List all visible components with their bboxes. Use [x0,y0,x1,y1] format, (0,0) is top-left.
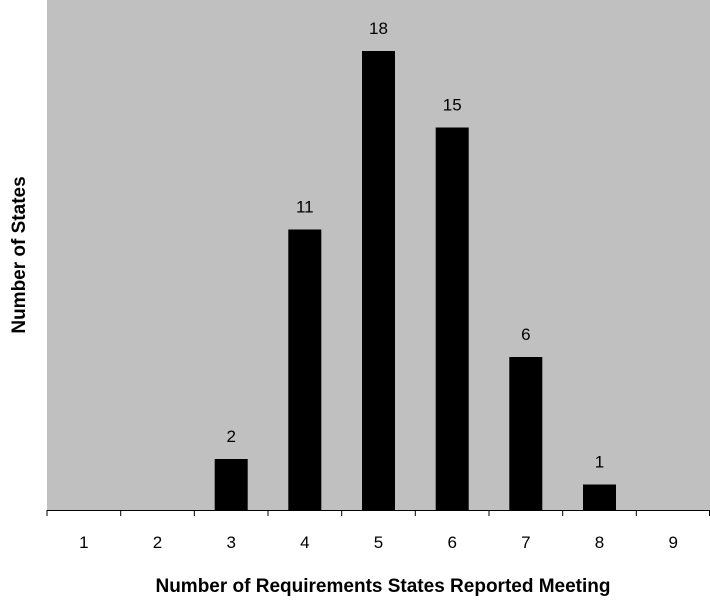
x-tick-label-1: 1 [79,533,88,552]
x-tick-labels-group: 1 2 3 4 5 6 7 8 9 [79,533,678,552]
bar-7 [509,357,543,510]
bar-3 [214,459,248,510]
bar-8 [583,484,616,510]
data-label-7: 6 [521,325,530,344]
data-label-5: 18 [369,19,388,38]
data-label-3: 2 [226,427,235,446]
bar-6 [435,127,469,510]
bar-4 [288,229,322,510]
bar-5 [362,51,395,510]
x-tick-label-9: 9 [668,533,677,552]
data-label-4: 11 [296,198,314,217]
x-tick-label-6: 6 [447,533,456,552]
x-tick-label-3: 3 [226,533,235,552]
y-axis-title: Number of States [9,176,30,333]
data-label-8: 1 [595,453,604,472]
x-tick-label-7: 7 [521,533,530,552]
data-labels-group: 2 11 18 15 6 1 [226,19,604,472]
x-tick-label-4: 4 [300,533,309,552]
x-axis-title: Number of Requirements States Reported M… [155,576,610,597]
bars-group [214,51,616,510]
x-tick-label-2: 2 [153,533,162,552]
data-label-6: 15 [443,96,462,115]
x-tick-label-8: 8 [595,533,604,552]
x-tick-label-5: 5 [374,533,383,552]
